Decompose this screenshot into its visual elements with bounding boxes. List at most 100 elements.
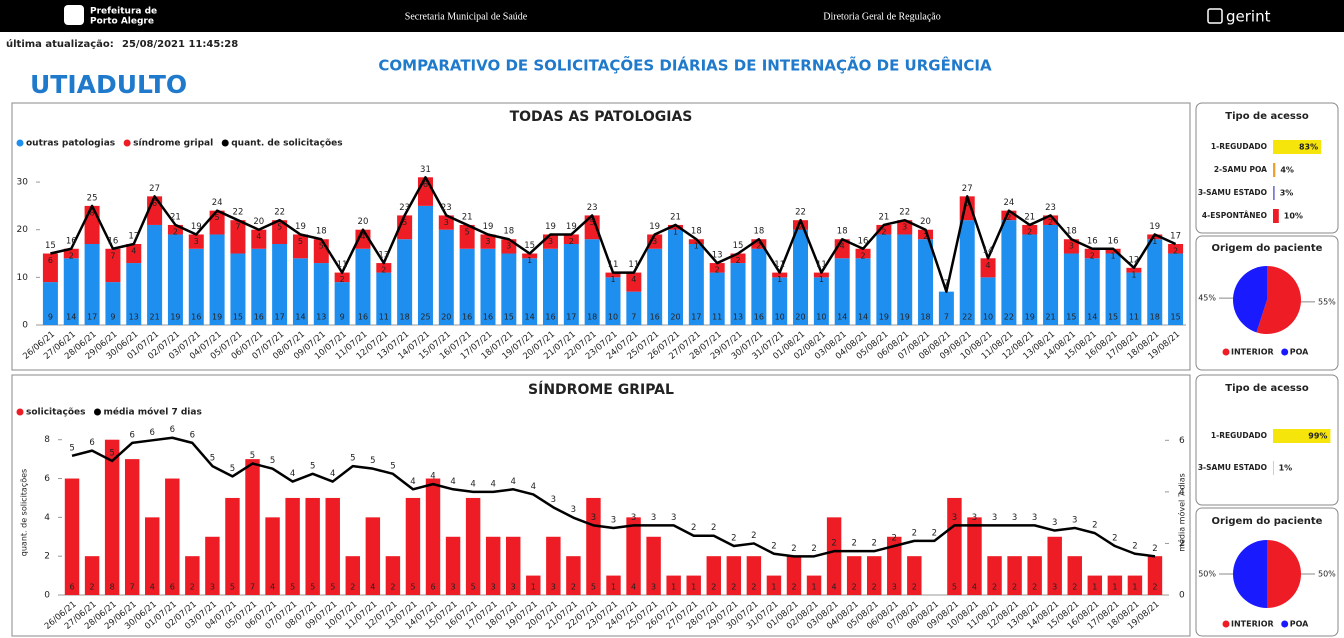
bar [1043,215,1059,225]
bar-label: 2 [881,227,886,236]
bar-label: 2 [860,251,865,260]
bar-label: 15 [1066,313,1076,322]
bar [147,224,163,325]
bar-label: 1% [1279,464,1293,473]
header-text: Secretaria Municipal de Saúde [405,11,528,22]
legend-marker [1222,348,1230,356]
bar [876,234,892,325]
point-label: 14 [983,246,994,256]
bar-label: 5 [319,242,324,251]
bar-label: 19 [1025,313,1035,322]
bar-label: 7 [631,313,636,322]
point-label: 11 [628,260,639,270]
bar-label: 2 [923,232,928,241]
bar-label: 4 [631,275,636,284]
bar-label: 7 [130,583,135,592]
bar [325,497,340,595]
point-label: 19 [566,222,577,232]
bar [918,229,934,240]
point-label: 6 [150,428,155,438]
bar [167,234,183,325]
bar [1127,575,1143,595]
bar-label: 9 [110,313,115,322]
bar [251,229,267,249]
point-label: 21 [462,212,473,222]
chart-title: TODAS AS PATOLOGIAS [510,109,693,125]
panel-title: Tipo de acesso [1225,383,1309,394]
bar-label: 16 [754,313,764,322]
bar-label: 2 [1072,583,1077,592]
panel-title: Origem do paciente [1212,243,1323,254]
bar [866,556,882,595]
bar [188,234,204,249]
point-label: 15 [45,241,56,251]
bar-label: 5 [230,583,235,592]
row-label: 1-REGUDADO [1211,431,1267,440]
legend-marker [16,408,24,416]
bar [846,556,862,595]
bar-label: 16 [650,313,660,322]
bar [626,517,641,595]
bar [1047,536,1062,595]
bar-label: 6 [423,180,428,189]
bar [686,575,701,595]
bar-label: 16 [191,313,201,322]
bar [526,575,541,595]
point-label: 3 [1072,515,1077,525]
legend-label: POA [1290,620,1309,629]
bar [1087,575,1103,595]
point-label: 5 [270,456,275,466]
bar-label: 2 [992,583,997,592]
bar-label: 6 [48,256,53,265]
point-label: 11 [816,260,827,270]
bar [126,263,142,325]
slice-label: 45% [1198,294,1216,303]
point-label: 21 [878,212,889,222]
legend-marker [1281,620,1289,628]
bar-label: 2 [872,583,877,592]
bar-label: 2 [1090,251,1095,260]
point-label: 3 [1052,518,1057,528]
legend-label: outras patologias [26,139,115,149]
bar [480,248,496,325]
bar [459,248,475,325]
bar-label: 16 [254,313,264,322]
bar-label: 3 [194,237,199,246]
bar-label: 2 [1048,218,1053,227]
point-label: 2 [1112,534,1117,544]
point-label: 15 [524,241,535,251]
bar-label: 2 [1027,227,1032,236]
bar [1147,239,1163,325]
bar [501,253,517,325]
bar-label: 25 [420,313,430,322]
bar-label: 11 [379,313,389,322]
bar-label: 2 [390,583,395,592]
bar-label: 2 [1006,213,1011,222]
bar [438,215,454,230]
bar-label: 2 [852,583,857,592]
bar-label: 3 [491,583,496,592]
bar [959,220,975,325]
bar-label: 20 [670,313,680,322]
bar [385,556,401,595]
bar [405,497,421,595]
bar [566,556,581,595]
header-bar [0,0,1344,32]
point-label: 22 [795,208,806,218]
point-label: 11 [337,260,348,270]
bar [522,258,538,325]
bar [746,556,762,595]
bar [876,224,892,235]
point-label: 5 [230,464,235,474]
point-label: 4 [330,469,335,479]
bar-label: 3 [506,242,511,251]
point-label: 5 [390,461,395,471]
bar [967,517,982,595]
bar-label: 4 [972,583,977,592]
bar-label: 20 [795,313,805,322]
point-label: 2 [731,534,736,544]
bar [1107,575,1123,595]
bar-label: 4% [1280,166,1294,175]
point-label: 2 [932,528,937,538]
